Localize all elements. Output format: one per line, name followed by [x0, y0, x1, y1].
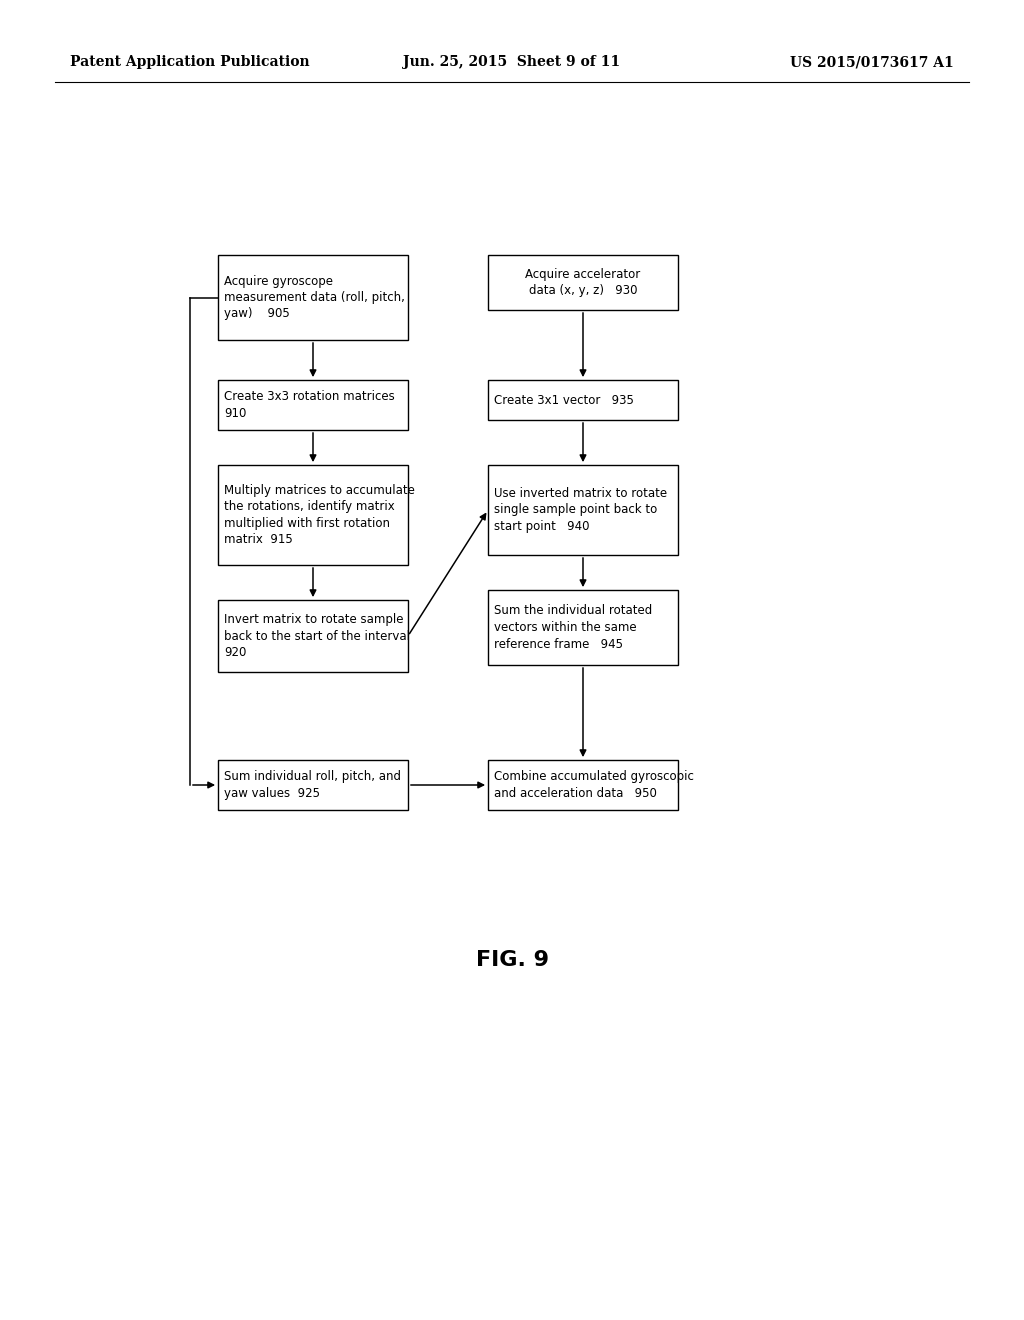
- Bar: [218, 465, 408, 565]
- Text: US 2015/0173617 A1: US 2015/0173617 A1: [791, 55, 954, 69]
- Text: Combine accumulated gyroscopic
and acceleration data   950: Combine accumulated gyroscopic and accel…: [494, 771, 694, 800]
- Text: Sum the individual rotated
vectors within the same
reference frame   945: Sum the individual rotated vectors withi…: [494, 605, 652, 651]
- Text: Patent Application Publication: Patent Application Publication: [70, 55, 309, 69]
- Text: Acquire gyroscope
measurement data (roll, pitch,
yaw)    905: Acquire gyroscope measurement data (roll…: [224, 275, 404, 321]
- Bar: [488, 465, 678, 554]
- Text: Create 3x3 rotation matrices
910: Create 3x3 rotation matrices 910: [224, 391, 394, 420]
- Bar: [488, 760, 678, 810]
- Bar: [218, 760, 408, 810]
- Text: Acquire accelerator
data (x, y, z)   930: Acquire accelerator data (x, y, z) 930: [525, 268, 641, 297]
- Text: FIG. 9: FIG. 9: [475, 950, 549, 970]
- Bar: [218, 380, 408, 430]
- Text: Use inverted matrix to rotate
single sample point back to
start point   940: Use inverted matrix to rotate single sam…: [494, 487, 667, 533]
- Bar: [488, 380, 678, 420]
- Bar: [488, 255, 678, 310]
- Bar: [488, 590, 678, 665]
- Text: Sum individual roll, pitch, and
yaw values  925: Sum individual roll, pitch, and yaw valu…: [224, 771, 401, 800]
- Text: Invert matrix to rotate sample
back to the start of the interval
920: Invert matrix to rotate sample back to t…: [224, 612, 410, 659]
- Bar: [218, 255, 408, 341]
- Text: Create 3x1 vector   935: Create 3x1 vector 935: [494, 393, 634, 407]
- Bar: [218, 601, 408, 672]
- Text: Multiply matrices to accumulate
the rotations, identify matrix
multiplied with f: Multiply matrices to accumulate the rota…: [224, 483, 415, 546]
- Text: Jun. 25, 2015  Sheet 9 of 11: Jun. 25, 2015 Sheet 9 of 11: [403, 55, 621, 69]
